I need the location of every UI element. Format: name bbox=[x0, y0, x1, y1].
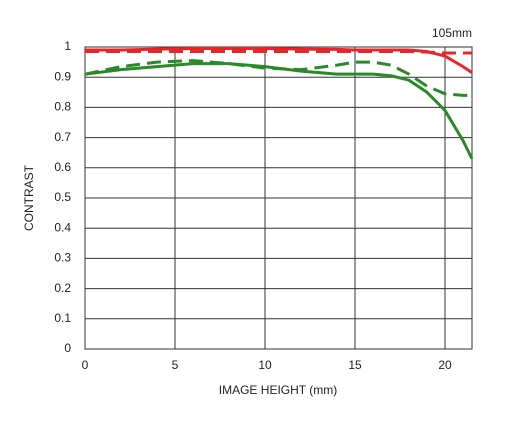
x-tick-label: 20 bbox=[438, 358, 452, 372]
y-tick-label: 0.7 bbox=[54, 130, 71, 144]
x-tick-label: 0 bbox=[82, 358, 89, 372]
x-axis-title: IMAGE HEIGHT (mm) bbox=[219, 383, 337, 397]
plot-frame bbox=[84, 46, 473, 350]
y-tick-label: 0.5 bbox=[54, 190, 71, 204]
x-tick-label: 5 bbox=[172, 358, 179, 372]
x-tick-label: 10 bbox=[258, 358, 272, 372]
series-line bbox=[85, 50, 472, 55]
y-tick-label: 0.9 bbox=[54, 69, 71, 83]
series-line bbox=[85, 47, 473, 74]
y-tick-label: 0.3 bbox=[54, 251, 71, 265]
y-tick-label: 1 bbox=[64, 39, 71, 53]
series-line bbox=[84, 59, 472, 97]
y-tick-label: 0.2 bbox=[54, 281, 71, 295]
y-tick-label: 0 bbox=[64, 341, 71, 355]
y-tick-label: 0.1 bbox=[54, 311, 71, 325]
x-tick-label: 15 bbox=[348, 358, 362, 372]
y-tick-label: 0.8 bbox=[54, 100, 71, 114]
annotation: 105mm bbox=[432, 26, 472, 40]
series-line bbox=[84, 62, 474, 160]
y-tick-label: 0.6 bbox=[54, 160, 71, 174]
y-axis-title: CONTRAST bbox=[22, 164, 36, 231]
y-tick-label: 0.4 bbox=[54, 220, 71, 234]
